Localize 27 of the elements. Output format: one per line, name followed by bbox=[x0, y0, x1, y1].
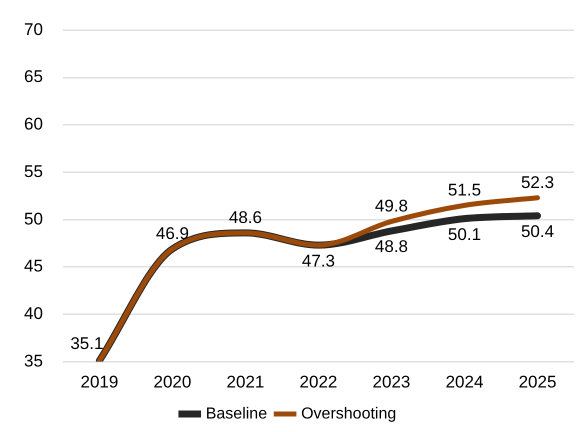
x-tick-label: 2019 bbox=[80, 372, 118, 392]
x-tick-label: 2024 bbox=[446, 372, 484, 392]
data-label: 48.6 bbox=[228, 208, 262, 228]
data-label: 51.5 bbox=[448, 180, 482, 200]
x-tick-label: 2023 bbox=[372, 372, 410, 392]
legend-label: Baseline bbox=[206, 405, 268, 422]
y-tick-label: 40 bbox=[24, 304, 43, 323]
x-tick-label: 2025 bbox=[518, 372, 556, 392]
data-label: 46.9 bbox=[156, 224, 189, 244]
data-label: 35.1 bbox=[70, 334, 104, 353]
y-tick-label: 65 bbox=[24, 67, 43, 86]
y-tick-label: 60 bbox=[24, 114, 43, 134]
data-label: 49.8 bbox=[374, 196, 408, 216]
y-tick-label: 50 bbox=[24, 209, 43, 228]
x-tick-label: 2021 bbox=[226, 372, 264, 392]
x-tick-label: 2020 bbox=[154, 372, 192, 392]
data-label: 48.8 bbox=[374, 237, 408, 256]
y-tick-label: 35 bbox=[24, 351, 43, 370]
data-label: 50.1 bbox=[448, 224, 482, 244]
legend-label: Overshooting bbox=[301, 405, 396, 422]
y-tick-label: 45 bbox=[24, 256, 43, 276]
x-tick-label: 2022 bbox=[300, 372, 338, 392]
data-label: 52.3 bbox=[520, 172, 554, 192]
y-tick-label: 70 bbox=[24, 20, 43, 39]
data-label: 47.3 bbox=[302, 251, 335, 270]
y-tick-label: 55 bbox=[24, 162, 43, 181]
data-label: 50.4 bbox=[520, 222, 554, 241]
